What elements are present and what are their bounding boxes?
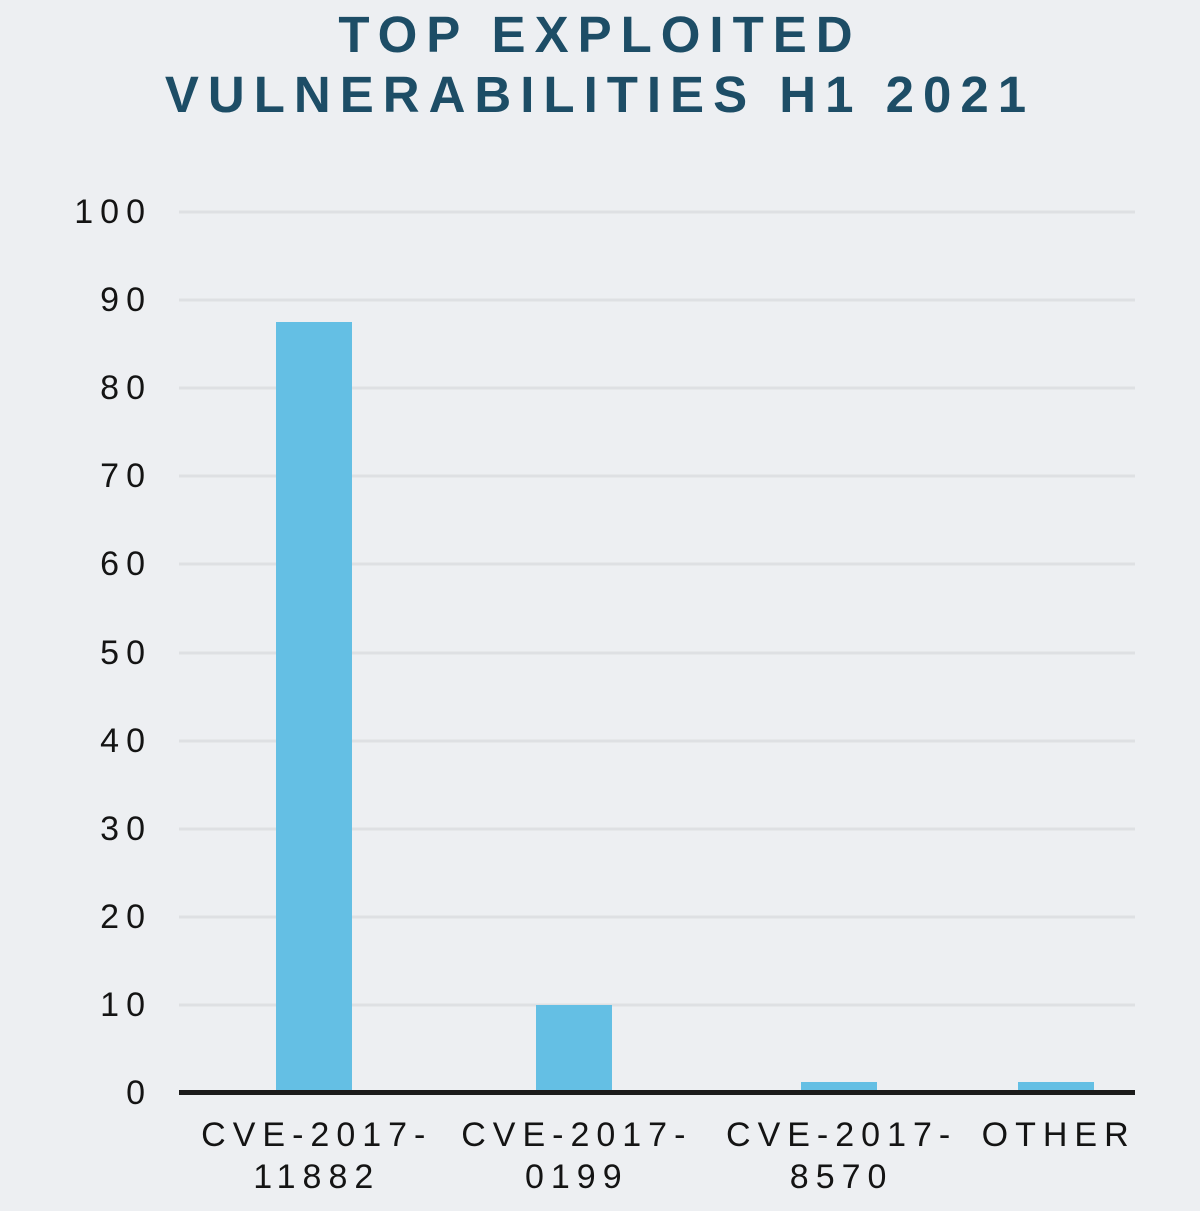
x-tick-label-line: CVE-2017- <box>201 1116 433 1154</box>
gridline-90 <box>179 298 1135 302</box>
bar-OTHER <box>1017 1081 1094 1093</box>
x-tick-label-line: 11882 <box>253 1158 381 1196</box>
x-tick-label-CVE-2017-0199: CVE-2017- 0199 <box>461 1114 692 1198</box>
gridline-50 <box>179 651 1135 654</box>
chart-title: TOP EXPLOITED VULNERABILITIES H1 2021 <box>0 5 1200 125</box>
y-tick-label-0: 0 <box>126 1074 152 1112</box>
gridline-70 <box>179 474 1135 478</box>
x-tick-label-line: CVE-2017- <box>461 1116 693 1154</box>
plot-area <box>179 210 1135 1095</box>
y-tick-label-10: 10 <box>100 985 152 1024</box>
gridline-40 <box>179 739 1135 743</box>
y-tick-label-60: 60 <box>100 545 152 584</box>
chart-title-line-2: VULNERABILITIES H1 2021 <box>164 66 1036 123</box>
y-axis: 0 10 20 30 40 50 60 70 80 90 100 <box>0 195 145 1110</box>
x-tick-label-OTHER: OTHER <box>982 1114 1136 1156</box>
gridline-60 <box>179 562 1135 566</box>
gridline-20 <box>179 915 1135 919</box>
chart-title-line-1: TOP EXPLOITED <box>338 6 862 63</box>
x-tick-label-CVE-2017-11882: CVE-2017- 11882 <box>201 1114 432 1198</box>
y-tick-label-20: 20 <box>100 897 152 936</box>
bar-CVE-2017-0199 <box>535 1004 612 1093</box>
gridline-100 <box>179 210 1135 214</box>
y-tick-label-30: 30 <box>100 809 152 848</box>
x-axis-line <box>179 1090 1135 1095</box>
gridline-80 <box>179 386 1135 390</box>
x-tick-label-line: 8570 <box>789 1158 894 1196</box>
bar-CVE-2017-8570 <box>800 1081 877 1093</box>
gridline-10 <box>179 1003 1135 1007</box>
y-tick-label-40: 40 <box>100 721 152 760</box>
x-tick-label-line: 0199 <box>524 1158 629 1196</box>
y-tick-label-70: 70 <box>100 457 152 496</box>
y-tick-label-100: 100 <box>74 193 152 231</box>
y-tick-label-50: 50 <box>100 633 152 672</box>
y-tick-label-90: 90 <box>100 281 152 320</box>
y-tick-label-80: 80 <box>100 369 152 408</box>
x-tick-label-line: CVE-2017- <box>726 1116 958 1154</box>
x-axis-labels: CVE-2017- 11882 CVE-2017- 0199 CVE-2017- 8570… <box>179 1114 1135 1204</box>
gridline-30 <box>179 827 1135 831</box>
x-tick-label-line: OTHER <box>981 1116 1136 1154</box>
bar-CVE-2017-11882 <box>275 322 352 1093</box>
x-tick-label-CVE-2017-8570: CVE-2017- 8570 <box>726 1114 957 1198</box>
